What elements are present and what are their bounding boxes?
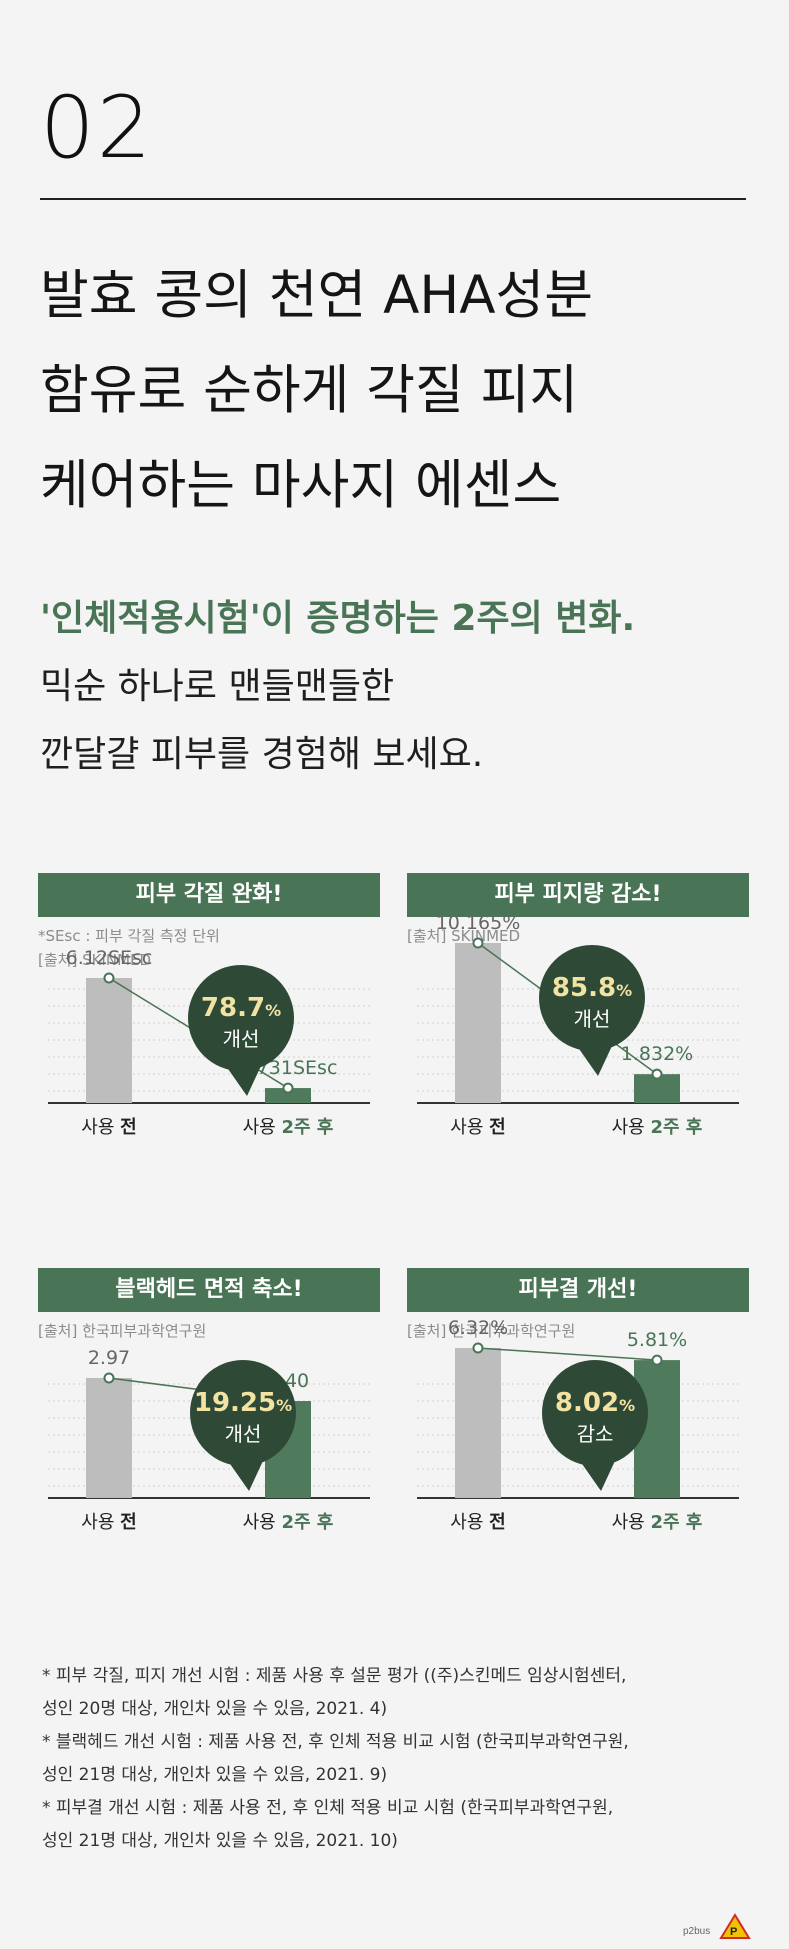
bar-value-label: 2.97 <box>88 1347 130 1369</box>
bar-value-label: 5.81% <box>627 1329 687 1351</box>
section-number: 02 <box>40 78 154 178</box>
change-badge: 85.8% 개선 <box>539 945 645 1076</box>
chart-bar <box>86 1378 132 1498</box>
chart-bar <box>265 1088 311 1103</box>
badge-circle <box>539 945 645 1051</box>
badge-value: 8.02% <box>555 1388 635 1418</box>
footnote-line: 성인 21명 대상, 개인차 있을 수 있음, 2021. 9) <box>42 1765 388 1785</box>
badge-label: 감소 <box>577 1422 614 1446</box>
footnote-line: 성인 21명 대상, 개인차 있을 수 있음, 2021. 10) <box>42 1831 398 1851</box>
x-tick-label: 사용 전 <box>450 1512 505 1533</box>
chart-title: 피부결 개선! <box>407 1268 749 1312</box>
chart-bar <box>86 978 132 1103</box>
chart-panel-exfoliation: 피부 각질 완화! *SEsc : 피부 각질 측정 단위 [출처] SKINM… <box>38 873 380 1193</box>
data-point <box>472 1342 484 1354</box>
subtitle: '인체적용시험'이 증명하는 2주의 변화. 믹순 하나로 맨들맨들한 깐달걀 … <box>40 585 635 789</box>
chart-note: [출처] SKINMED <box>407 927 521 945</box>
chart-plot: 6.32% 5.81% 사용 전 사용 2주 후 8.02% 감소 <box>417 1317 739 1533</box>
badge-value: 19.25% <box>194 1388 292 1418</box>
badge-label: 개선 <box>223 1027 260 1051</box>
chart-note: *SEsc : 피부 각질 측정 단위 <box>38 927 220 945</box>
chart-plot: 10.165% 1.832% 사용 전 사용 2주 후 85.8% 개선 <box>417 912 739 1138</box>
footnote-line: * 피부 각질, 피지 개선 시험 : 제품 사용 후 설문 평가 ((주)스킨… <box>42 1666 627 1686</box>
subtitle-line: 깐달걀 피부를 경험해 보세요. <box>40 734 484 775</box>
p2bus-logo: p2bus P <box>683 1913 751 1939</box>
chart-bar <box>455 943 501 1103</box>
chart-panel-sebum: 피부 피지량 감소! [출처] SKINMED 10.165% 1.832% 사용 … <box>407 873 749 1193</box>
chart-title: 블랙헤드 면적 축소! <box>38 1268 380 1312</box>
data-point <box>282 1082 294 1094</box>
trend-line <box>477 1347 658 1361</box>
footnote-line: 성인 20명 대상, 개인차 있을 수 있음, 2021. 4) <box>42 1699 388 1719</box>
data-point <box>651 1068 663 1080</box>
headline: 발효 콩의 천연 AHA성분 함유로 순하게 각질 피지 케어하는 마사지 에센… <box>40 248 593 533</box>
x-tick-label: 사용 2주 후 <box>612 1512 703 1533</box>
footnote-line: * 블랙헤드 개선 시험 : 제품 사용 전, 후 인체 적용 비교 시험 (한… <box>42 1732 629 1752</box>
subtitle-line: 믹순 하나로 맨들맨들한 <box>40 666 395 707</box>
data-point <box>651 1354 663 1366</box>
headline-line: 함유로 순하게 각질 피지 <box>40 360 579 421</box>
x-tick-label: 사용 전 <box>81 1117 136 1138</box>
footnotes: * 피부 각질, 피지 개선 시험 : 제품 사용 후 설문 평가 ((주)스킨… <box>42 1660 629 1858</box>
headline-line: 케어하는 마사지 에센스 <box>40 455 562 516</box>
bar-value-label: 6.12SEsc <box>66 947 153 969</box>
change-badge: 19.25% 개선 <box>190 1360 296 1491</box>
data-point <box>103 972 115 984</box>
svg-text:P: P <box>730 1926 737 1938</box>
badge-value: 78.7% <box>201 993 281 1023</box>
chart-panel-texture: 피부결 개선! [출처] 한국피부과학연구원 6.32% 5.81% 사용 전 사용 … <box>407 1268 749 1588</box>
badge-circle <box>188 965 294 1071</box>
x-tick-label: 사용 2주 후 <box>243 1117 334 1138</box>
x-tick-label: 사용 2주 후 <box>612 1117 703 1138</box>
badge-circle <box>190 1360 296 1466</box>
chart-title: 피부 피지량 감소! <box>407 873 749 917</box>
svg-text:p2bus: p2bus <box>683 1926 710 1937</box>
badge-circle <box>542 1360 648 1466</box>
subtitle-highlight: '인체적용시험'이 증명하는 2주의 변화. <box>40 598 636 639</box>
x-tick-label: 사용 2주 후 <box>243 1512 334 1533</box>
badge-label: 개선 <box>574 1007 611 1031</box>
change-badge: 78.7% 개선 <box>188 965 294 1096</box>
chart-title: 피부 각질 완화! <box>38 873 380 917</box>
chart-note: [출처] 한국피부과학연구원 <box>407 1322 576 1340</box>
badge-label: 개선 <box>225 1422 262 1446</box>
badge-value: 85.8% <box>552 973 632 1003</box>
x-tick-label: 사용 전 <box>81 1512 136 1533</box>
headline-line: 발효 콩의 천연 AHA성분 <box>40 265 593 326</box>
data-point <box>103 1372 115 1384</box>
divider <box>40 198 746 200</box>
chart-note: [출처] 한국피부과학연구원 <box>38 1322 207 1340</box>
bar-value-label: 10.165% <box>436 912 521 934</box>
x-tick-label: 사용 전 <box>450 1117 505 1138</box>
bar-value-label: 6.32% <box>448 1317 508 1339</box>
footnote-line: * 피부결 개선 시험 : 제품 사용 전, 후 인체 적용 비교 시험 (한국… <box>42 1798 614 1818</box>
chart-bar <box>455 1348 501 1498</box>
data-point <box>472 937 484 949</box>
change-badge: 8.02% 감소 <box>542 1360 648 1491</box>
bar-value-label: 1.832% <box>621 1043 693 1065</box>
chart-note: [출처] SKINMED <box>38 951 152 969</box>
